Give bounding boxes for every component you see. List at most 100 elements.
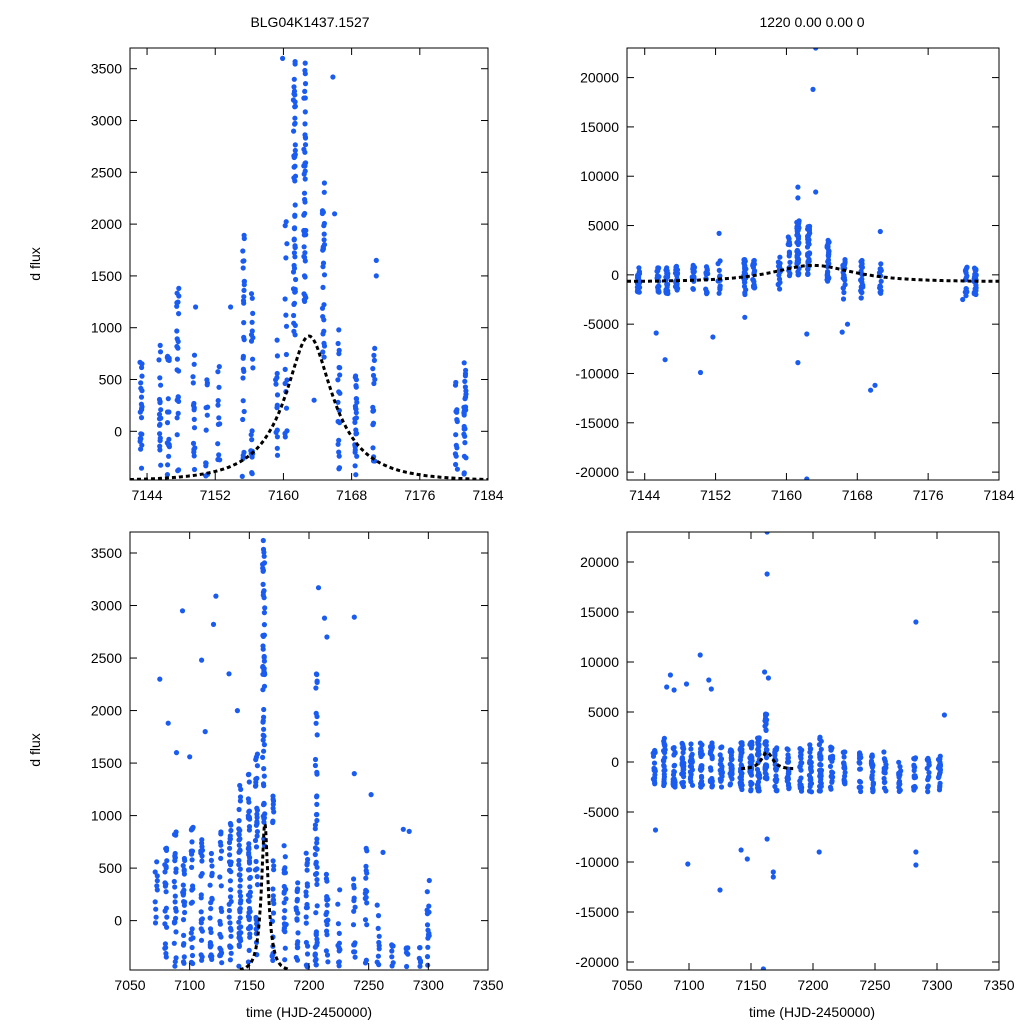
data-point [661,748,667,754]
data-point [226,859,233,865]
data-point [245,796,251,802]
x-tick-label: 7350 [983,977,1014,993]
data-point [191,361,197,367]
data-point [858,289,865,295]
data-point [291,250,297,256]
data-point [352,949,358,955]
data-point [241,408,247,415]
y-tick-label: 0 [114,423,122,439]
data-point [236,857,242,864]
data-point [292,103,298,109]
data-point [461,431,467,437]
data-point [302,135,309,141]
data-point [868,758,875,764]
data-point [764,717,770,723]
data-point [261,801,267,807]
data-point [716,230,722,236]
x-tick-label: 7050 [114,977,145,993]
data-point [218,883,224,889]
data-point [330,74,336,80]
data-point [238,938,244,944]
data-point [154,878,160,884]
data-point [785,775,791,781]
data-point [461,471,467,477]
data-point [337,947,343,953]
data-point [292,213,298,219]
data-point [176,285,182,291]
data-point [246,850,252,856]
data-point [302,60,308,66]
data-point [246,827,252,833]
data-point [207,882,213,888]
data-point [152,899,158,905]
data-point [672,749,678,755]
data-point [163,945,169,951]
data-point [208,942,214,949]
data-point [389,948,395,954]
data-point [137,438,143,444]
data-point [719,764,725,770]
data-points [634,48,979,480]
data-point [325,917,331,923]
data-point [164,858,170,864]
data-point [236,818,242,824]
data-points [137,55,469,479]
data-point [172,853,178,859]
data-point [260,537,266,544]
data-point [157,399,163,405]
data-point [636,289,642,295]
plot-frame [626,47,1000,481]
data-point [254,829,260,835]
data-point [323,911,329,918]
data-point [139,404,145,410]
data-point [336,437,342,443]
data-point [462,426,468,432]
data-point [664,284,670,290]
data-point [785,759,792,765]
data-point [217,874,223,880]
data-point [260,643,266,649]
data-point [253,858,259,865]
data-point [198,920,204,926]
data-point [283,323,290,329]
data-point [262,605,268,611]
data-point [162,908,168,914]
data-point [683,681,690,687]
data-point [805,270,811,277]
data-point [972,274,979,280]
data-point [198,937,205,943]
data-point [935,765,942,771]
data-point [273,381,279,387]
data-point [302,258,308,264]
data-point [189,887,195,893]
data-point [189,864,195,871]
data-point [417,958,424,964]
data-point [157,435,163,441]
data-point [797,782,803,788]
data-point [336,465,343,471]
data-point [176,311,182,317]
data-point [292,178,298,184]
data-point [878,261,884,267]
data-point [172,963,178,969]
data-point [313,931,319,937]
data-point [913,849,919,855]
x-tick-label: 7160 [771,487,802,503]
y-tick-label: 5000 [588,218,619,234]
data-point [963,270,969,276]
data-point [878,278,884,284]
data-point [180,917,187,923]
data-point [312,871,319,878]
x-tick-label: 7176 [913,487,944,503]
chart-title-right: 1220 0.00 0.00 0 [759,14,864,30]
y-tick-label: 0 [114,913,122,929]
data-point [236,842,242,848]
data-point [673,264,679,270]
data-point [453,461,459,468]
data-point [237,900,243,906]
data-point [687,769,694,775]
data-point [181,887,187,893]
y-tick-label: 0 [611,267,619,283]
data-point [842,781,848,787]
data-point [878,268,884,274]
